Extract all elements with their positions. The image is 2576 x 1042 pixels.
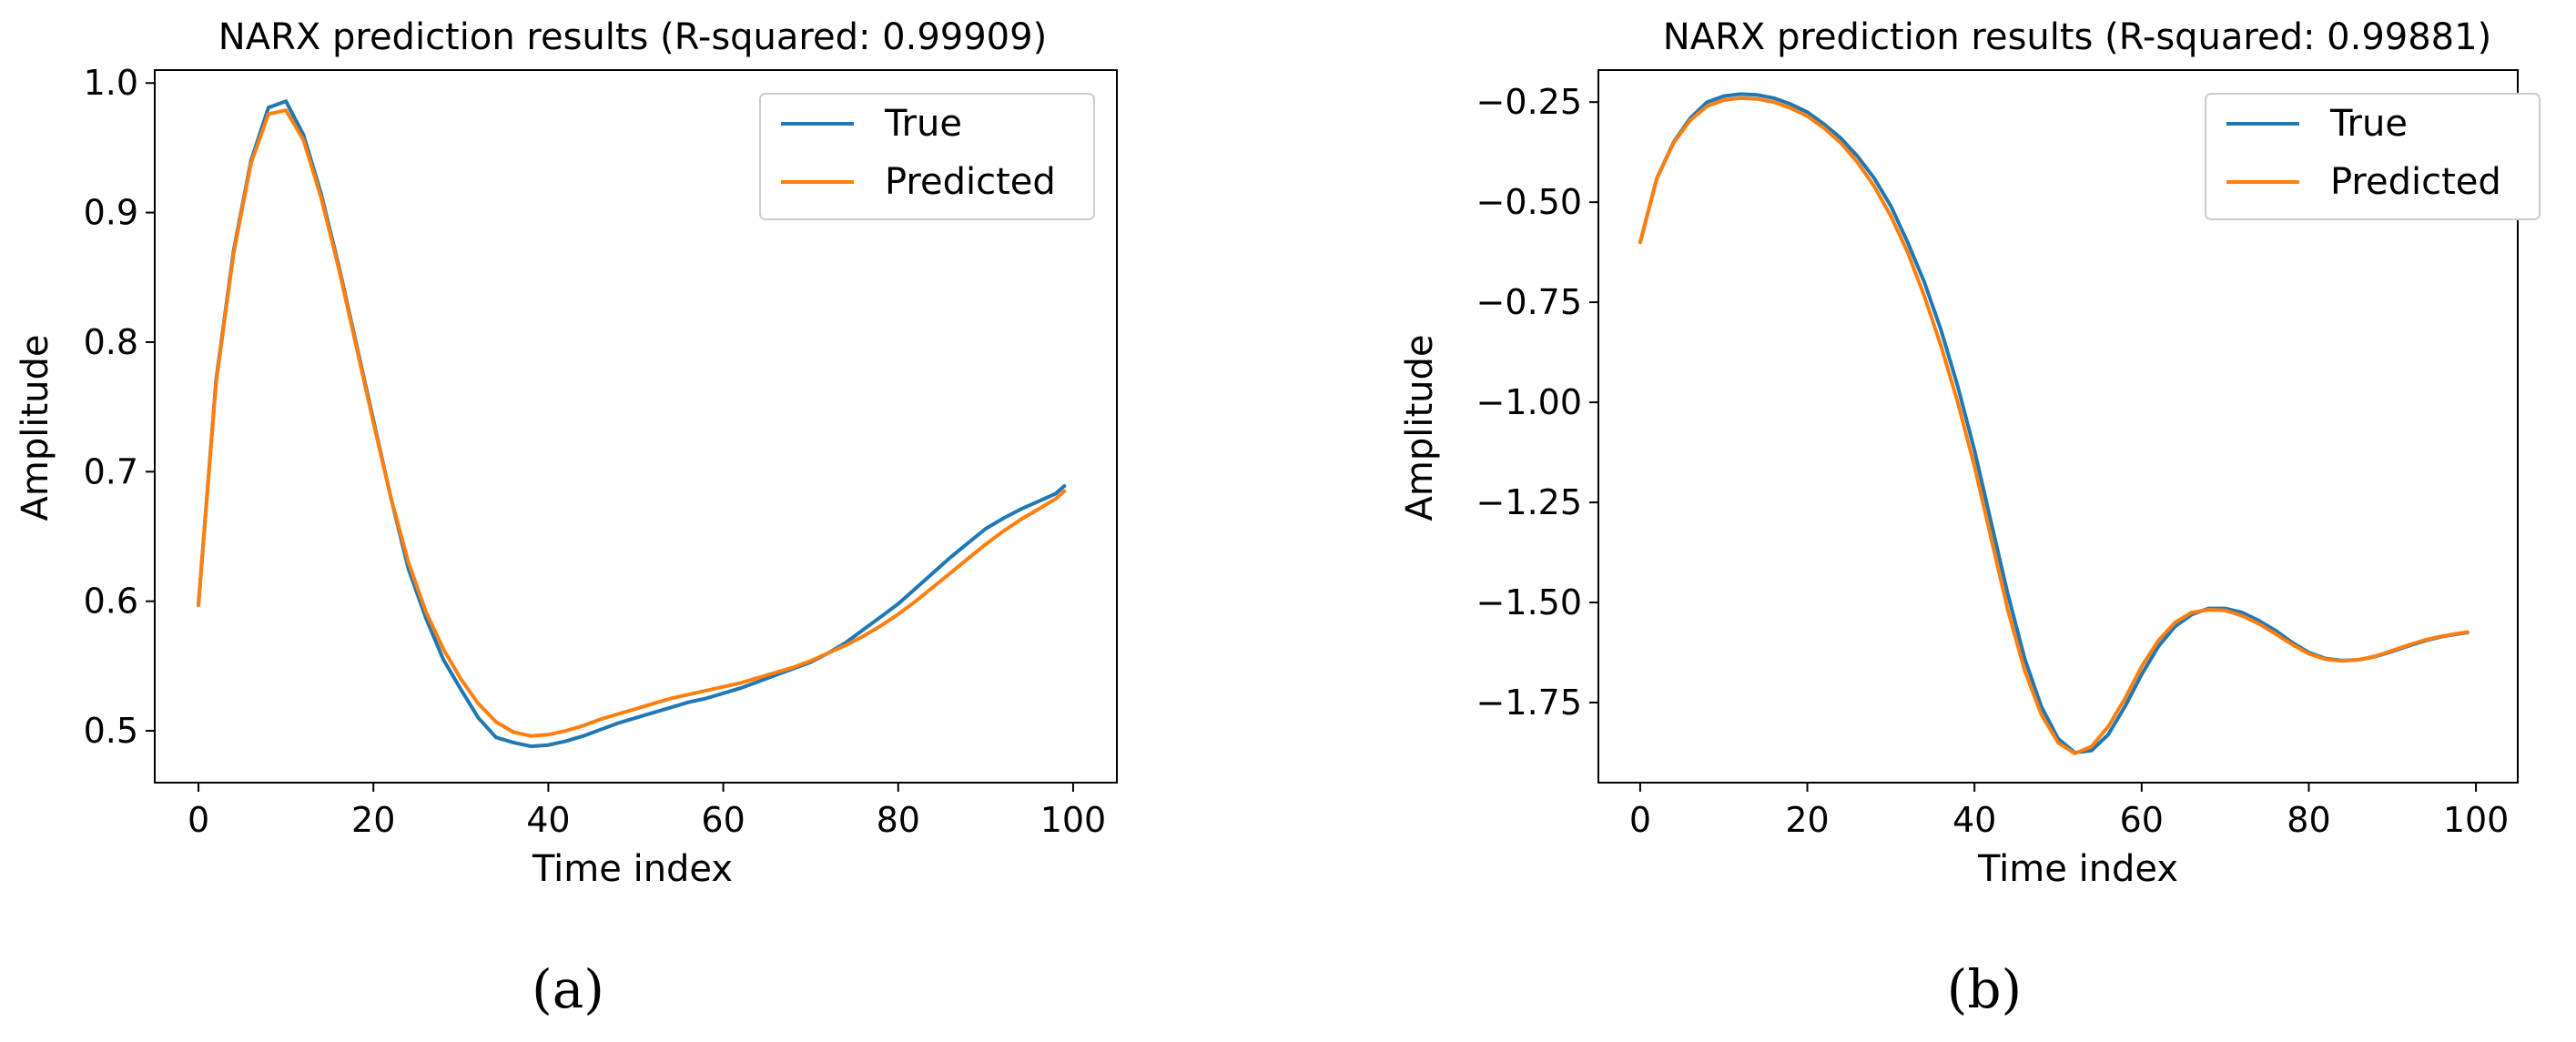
y-tick-label: 0.5 xyxy=(84,711,138,751)
legend-a: True Predicted xyxy=(759,93,1095,220)
x-tick-label: 60 xyxy=(2120,800,2164,840)
legend-b: True Predicted xyxy=(2205,93,2541,220)
x-tick-label: 80 xyxy=(2287,800,2330,840)
x-ticks-b: 0 20 40 60 80 100 xyxy=(1629,783,2510,840)
chart-title-a: NARX prediction results (R-squared: 0.99… xyxy=(218,16,1047,58)
y-tick-label: −1.50 xyxy=(1476,582,1582,622)
x-tick-label: 0 xyxy=(1629,800,1651,840)
y-ticks-a: 0.5 0.6 0.7 0.8 0.9 1.0 xyxy=(84,63,155,751)
y-tick-label: 0.9 xyxy=(84,193,138,233)
series-lines-a xyxy=(197,99,1067,749)
x-tick-label: 60 xyxy=(701,800,745,840)
y-tick-label: −1.75 xyxy=(1476,683,1582,723)
legend-label-predicted-a: Predicted xyxy=(885,161,1056,203)
y-ticks-b: −0.25 −0.50 −0.75 −1.00 −1.25 −1.50 −1.75 xyxy=(1476,82,1598,723)
series-line-predicted xyxy=(197,108,1067,738)
x-tick-label: 100 xyxy=(2443,800,2510,840)
legend-label-true-a: True xyxy=(884,103,962,145)
y-tick-label: 0.7 xyxy=(84,451,138,491)
chart-title-b: NARX prediction results (R-squared: 0.99… xyxy=(1663,16,2491,58)
x-ticks-a: 0 20 40 60 80 100 xyxy=(188,783,1106,840)
x-tick-label: 40 xyxy=(526,800,570,840)
panel-caption-b: (b) xyxy=(1947,958,2022,1020)
series-lines-b xyxy=(1638,92,2470,755)
y-tick-label: 1.0 xyxy=(84,63,138,103)
y-tick-label: −1.25 xyxy=(1476,482,1582,522)
plot-frame-a xyxy=(154,69,1118,784)
y-tick-label: −0.75 xyxy=(1476,282,1582,322)
legend-label-predicted-b: Predicted xyxy=(2330,161,2501,203)
chart-panel-a: NARX prediction results (R-squared: 0.99… xyxy=(15,16,1118,1020)
y-tick-label: −0.25 xyxy=(1476,82,1582,122)
plot-frame-b xyxy=(1597,69,2519,784)
legend-label-true-b: True xyxy=(2329,103,2408,145)
x-tick-label: 0 xyxy=(188,800,209,840)
series-line-predicted xyxy=(1638,96,2470,755)
y-axis-label-a: Amplitude xyxy=(15,335,56,521)
y-tick-label: 0.8 xyxy=(84,322,138,362)
x-tick-label: 20 xyxy=(351,800,395,840)
x-axis-label-b: Time index xyxy=(1977,848,2178,890)
x-tick-label: 40 xyxy=(1952,800,1996,840)
y-tick-label: −0.50 xyxy=(1476,182,1582,222)
x-tick-label: 100 xyxy=(1040,800,1107,840)
y-tick-label: −1.00 xyxy=(1476,382,1582,422)
y-tick-label: 0.6 xyxy=(84,582,138,622)
y-axis-label-b: Amplitude xyxy=(1399,335,1441,521)
x-tick-label: 20 xyxy=(1785,800,1829,840)
x-axis-label-a: Time index xyxy=(532,848,733,890)
x-tick-label: 80 xyxy=(877,800,920,840)
chart-panel-b: NARX prediction results (R-squared: 0.99… xyxy=(1399,16,2541,1020)
panel-caption-a: (a) xyxy=(532,958,604,1020)
